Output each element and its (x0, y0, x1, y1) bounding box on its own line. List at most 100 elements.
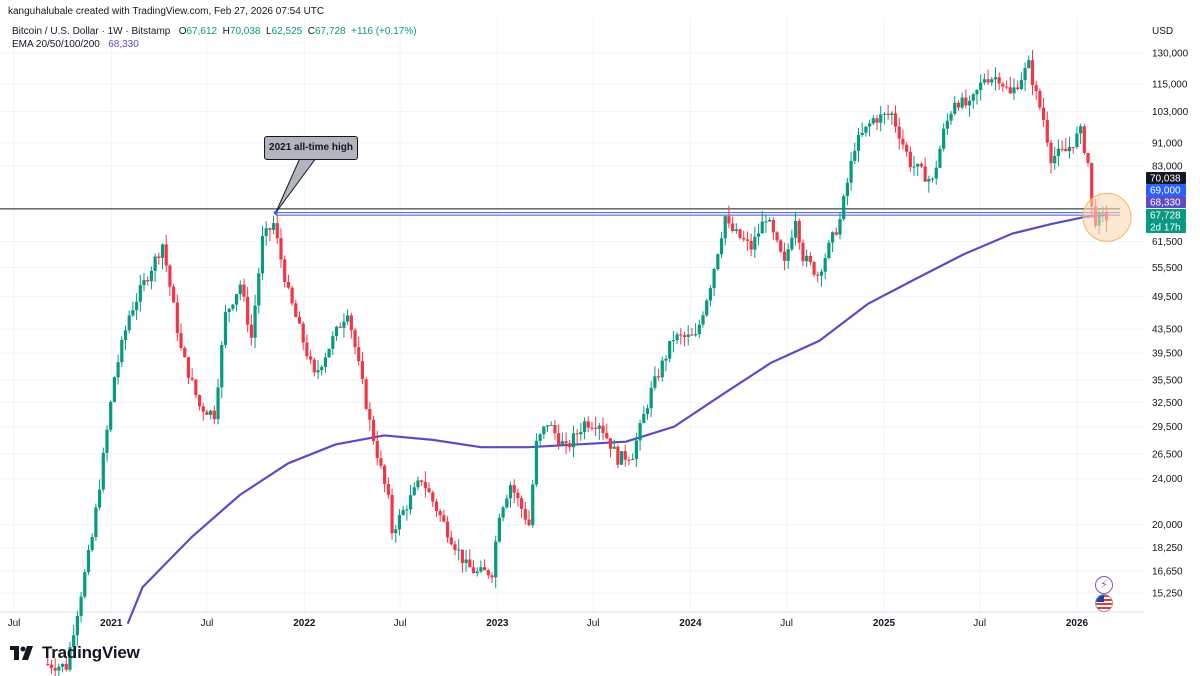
candle-body (631, 458, 635, 460)
candle-body (738, 229, 742, 238)
candle-body (808, 255, 812, 263)
candle-body (227, 308, 231, 313)
candle-body (1030, 60, 1035, 86)
candle-body (194, 379, 198, 396)
time-tick-label: Jul (973, 618, 986, 629)
tradingview-logo[interactable]: TradingView (10, 643, 140, 663)
candle-body (882, 113, 887, 115)
brand-name: TradingView (42, 643, 140, 662)
candle-body (964, 97, 968, 106)
ohlc-legend: Bitcoin / U.S. Dollar · 1W · Bitstamp O6… (12, 26, 417, 37)
candle-body (364, 379, 368, 409)
price-tick-label: 24,000 (1152, 474, 1183, 485)
candle-body (112, 377, 116, 402)
candle-body (886, 113, 890, 116)
candle-body (845, 182, 849, 197)
candle-body (608, 438, 613, 449)
candle-body (90, 537, 94, 550)
candle-body (457, 549, 461, 551)
candle-body (934, 167, 938, 179)
candle-body (353, 330, 357, 348)
candle-body (253, 305, 257, 338)
price-tag-text: 68,330 (1150, 198, 1181, 209)
candle-body (897, 126, 901, 139)
candle-body (601, 425, 605, 434)
candle-body (371, 419, 376, 441)
candle-body (642, 414, 646, 424)
price-axis[interactable]: 130,000 115,000 103,000 91,000 83,000 61,500 5… (1152, 49, 1189, 600)
candle-body (323, 357, 328, 367)
candle-body (638, 423, 642, 441)
candle-body (286, 282, 290, 288)
time-tick-label: Jul (394, 618, 407, 629)
chart-credit: kanguhalubale created with TradingView.c… (8, 6, 325, 17)
price-tag-bg (1146, 209, 1186, 221)
candle-body (823, 258, 827, 272)
candle-body (220, 344, 224, 388)
candle-body (742, 237, 746, 240)
candle-body (597, 425, 601, 429)
candle-body (716, 254, 720, 270)
ema-label: EMA 20/50/100/200 (12, 39, 100, 50)
candle-body (782, 251, 787, 261)
candle-body (497, 517, 502, 542)
time-axis[interactable]: Jul 2021 Jul 2022 Jul 2023 Jul 2024 Jul 2025 Jul 20… (8, 618, 1089, 629)
price-tick-label: 15,250 (1152, 589, 1183, 600)
candle-body (860, 132, 864, 135)
candle-body (819, 271, 824, 276)
candle-body (979, 82, 983, 90)
candle-body (186, 357, 191, 378)
lightning-alert-icon[interactable]: ⚡ (1095, 576, 1113, 594)
candle-body (445, 521, 450, 538)
candle-body (727, 216, 731, 224)
candle-body (990, 79, 994, 83)
low-label: L (266, 26, 272, 37)
candle-body (1001, 83, 1005, 87)
time-tick-label: 2025 (873, 618, 896, 629)
candle-body (264, 228, 268, 236)
candle-body (260, 235, 265, 274)
ath-annotation[interactable]: 2021 all-time high (264, 136, 358, 160)
candle-body (853, 150, 857, 161)
candle-body (279, 238, 283, 260)
candle-body (83, 572, 87, 597)
candle-body (893, 113, 898, 127)
high-value: 70,038 (229, 26, 261, 37)
highlight-circle (1082, 192, 1132, 242)
candle-body (405, 509, 409, 511)
candle-body (520, 498, 524, 509)
candle-body (927, 178, 931, 182)
us-flag-icon[interactable] (1095, 594, 1113, 612)
ema-value: 68,330 (108, 39, 139, 50)
candle-body (1019, 80, 1023, 90)
candle-body (523, 508, 527, 520)
candle-body (101, 452, 105, 490)
candle-body (275, 223, 279, 239)
candle-body (157, 256, 161, 258)
candle-body (190, 377, 194, 380)
price-tick-label: 49,500 (1152, 292, 1183, 303)
candle-body (490, 575, 494, 578)
candle-body (246, 296, 250, 325)
price-tick-label: 26,500 (1152, 449, 1183, 460)
candle-body (460, 549, 464, 563)
candle-body (179, 333, 183, 348)
candle-body (930, 178, 935, 180)
price-tick-label: 16,650 (1152, 566, 1183, 577)
candle-body (338, 326, 342, 328)
price-tick-label: 43,500 (1152, 324, 1183, 335)
currency-label: USD (1152, 26, 1174, 37)
candle-body (612, 446, 616, 449)
candle-body (383, 465, 387, 484)
candle-body (434, 501, 439, 512)
time-tick-label: Jul (780, 618, 793, 629)
candle-body (701, 315, 705, 325)
candle-body (438, 511, 442, 516)
candle-body (342, 321, 346, 328)
candle-body (79, 596, 83, 616)
candle-body (1004, 86, 1009, 88)
price-tick-label: 83,000 (1152, 162, 1183, 173)
candle-body (745, 239, 750, 241)
